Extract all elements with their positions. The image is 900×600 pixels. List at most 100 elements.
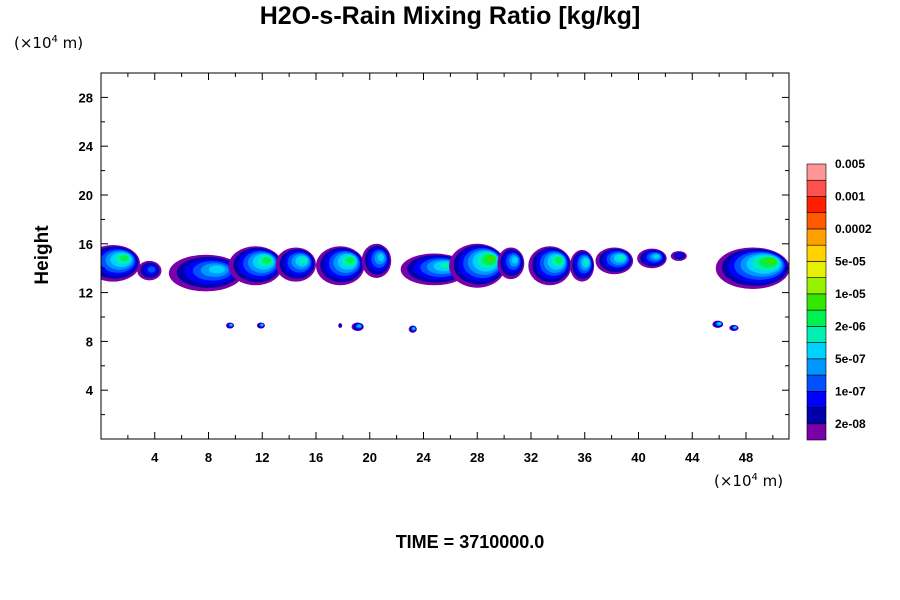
colorbar-label: 0.0002	[835, 222, 872, 236]
rain-cloud	[338, 323, 343, 328]
contour-band	[208, 265, 225, 274]
colorbar-label: 5e-07	[835, 352, 866, 366]
colorbar-label: 2e-06	[835, 319, 866, 333]
x-axis-unit: (×104 m)	[714, 472, 783, 490]
colorbar-segment	[806, 163, 827, 181]
contour-band	[119, 255, 129, 262]
x-tick-label: 8	[205, 450, 212, 465]
x-tick-label: 24	[416, 450, 431, 465]
rain-cloud	[449, 243, 506, 288]
y-unit-suffix: m)	[57, 34, 84, 52]
x-tick-label: 48	[739, 450, 753, 465]
rain-cloud	[670, 251, 687, 261]
rain-cloud	[351, 322, 364, 332]
colorbar-segment	[806, 179, 827, 197]
y-tick-label: 28	[79, 90, 93, 105]
y-tick-label: 24	[79, 139, 94, 154]
rain-field	[101, 243, 789, 333]
rain-cloud	[316, 246, 365, 286]
rain-cloud	[225, 322, 235, 329]
rain-cloud	[137, 260, 162, 281]
colorbar-segment	[806, 358, 827, 376]
contour-band	[511, 256, 518, 264]
contour-band	[555, 257, 563, 264]
y-unit-exponent: 4	[51, 34, 58, 45]
contour-band	[230, 323, 233, 326]
colorbar-label: 0.001	[835, 189, 865, 203]
rain-cloud	[715, 247, 789, 289]
plot-frame	[100, 72, 790, 440]
rain-cloud	[712, 320, 724, 328]
chart-title: H2O-s-Rain Mixing Ratio [kg/kg]	[259, 2, 641, 30]
rain-cloud	[408, 325, 417, 333]
x-tick-label: 36	[578, 450, 592, 465]
x-unit-prefix: (×10	[714, 472, 752, 490]
colorbar-segment	[806, 326, 827, 343]
contour-band	[262, 257, 272, 264]
rain-cloud	[256, 322, 265, 329]
contour-band	[346, 257, 355, 264]
rain-cloud	[497, 247, 525, 280]
colorbar-segment	[806, 244, 827, 262]
y-axis-unit: (×104 m)	[14, 34, 83, 52]
contour-band	[339, 324, 342, 327]
y-tick-label: 4	[86, 383, 94, 398]
colorbar-segment	[806, 228, 827, 246]
contour-band	[653, 254, 660, 259]
x-tick-label: 44	[685, 450, 700, 465]
colorbar-segment	[806, 212, 827, 230]
x-tick-label: 28	[470, 450, 484, 465]
rain-cloud	[168, 254, 243, 292]
rain-cloud	[729, 324, 739, 332]
colorbar-label: 1e-07	[835, 384, 866, 398]
contour-band	[584, 258, 589, 265]
colorbar-label: 2e-08	[835, 417, 866, 431]
contour-band	[260, 323, 264, 326]
y-tick-label: 12	[79, 286, 93, 301]
y-unit-prefix: (×10	[14, 34, 52, 52]
colorbar-segment	[806, 390, 827, 408]
contour-band	[377, 253, 385, 262]
colorbar-label: 0.005	[835, 157, 865, 171]
x-tick-label: 40	[631, 450, 645, 465]
colorbar-label: 1e-05	[835, 287, 866, 301]
y-tick-label: 20	[79, 188, 93, 203]
contour-band	[676, 253, 684, 258]
rain-cloud	[361, 243, 392, 278]
contour-band	[734, 326, 737, 329]
x-tick-label: 12	[255, 450, 269, 465]
colorbar-segment	[806, 407, 827, 425]
colorbar: 2e-08 1e-07 5e-07 2e-06 1e-05 5e-05 0.0002 0.00…	[806, 157, 872, 441]
x-tick-label: 20	[363, 450, 377, 465]
x-tick-label: 16	[309, 450, 323, 465]
contour-band	[358, 324, 361, 327]
contour-band	[486, 255, 495, 263]
colorbar-label: 5e-05	[835, 254, 866, 268]
time-label: TIME = 3710000.0	[395, 532, 545, 552]
colorbar-segment	[806, 293, 827, 311]
x-unit-suffix: m)	[757, 472, 784, 490]
rain-cloud	[275, 247, 316, 282]
rain-cloud	[595, 247, 634, 275]
colorbar-segment	[806, 261, 827, 278]
contour-band	[412, 327, 416, 330]
x-tick-label: 32	[524, 450, 538, 465]
rain-cloud	[569, 249, 595, 282]
colorbar-segment	[806, 196, 827, 214]
y-tick-label: 16	[79, 237, 93, 252]
y-tick-label: 8	[86, 334, 93, 349]
contour-band	[617, 255, 625, 261]
contour-band	[299, 257, 307, 264]
contour-band	[147, 266, 156, 273]
contour-band	[764, 258, 776, 265]
contour-band	[718, 322, 721, 325]
colorbar-segment	[806, 277, 827, 295]
x-unit-exponent: 4	[751, 472, 758, 483]
colorbar-segment	[806, 342, 827, 360]
rain-cloud	[101, 245, 140, 282]
rain-cloud	[637, 248, 667, 269]
rain-cloud	[528, 246, 572, 286]
colorbar-segment	[806, 309, 827, 327]
